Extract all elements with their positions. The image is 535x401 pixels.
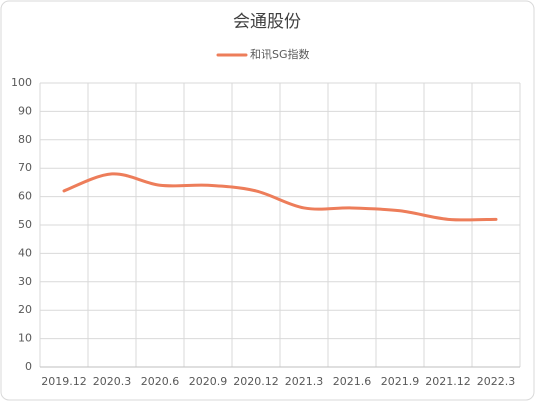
y-tick-label: 20 [18,303,32,316]
y-tick-label: 100 [11,76,32,89]
x-tick-label: 2020.9 [189,375,228,388]
x-tick-label: 2020.6 [141,375,180,388]
y-tick-label: 50 [18,218,32,231]
x-tick-label: 2020.12 [233,375,279,388]
y-tick-label: 10 [18,332,32,345]
y-tick-label: 90 [18,104,32,117]
x-tick-label: 2021.6 [333,375,372,388]
x-tick-label: 2021.9 [381,375,420,388]
x-tick-label: 2022.3 [477,375,516,388]
y-tick-label: 80 [18,133,32,146]
y-tick-label: 60 [18,190,32,203]
y-tick-label: 40 [18,246,32,259]
legend-label: 和讯SG指数 [250,47,310,61]
x-tick-label: 2019.12 [41,375,87,388]
y-tick-label: 30 [18,275,32,288]
chart-title: 会通股份 [233,12,301,32]
y-tick-label: 0 [25,360,32,373]
line [62,172,498,222]
x-tick-label: 2020.3 [93,375,132,388]
y-tick-label: 70 [18,161,32,174]
x-tick-label: 2021.3 [285,375,324,388]
x-tick-label: 2021.12 [425,375,471,388]
